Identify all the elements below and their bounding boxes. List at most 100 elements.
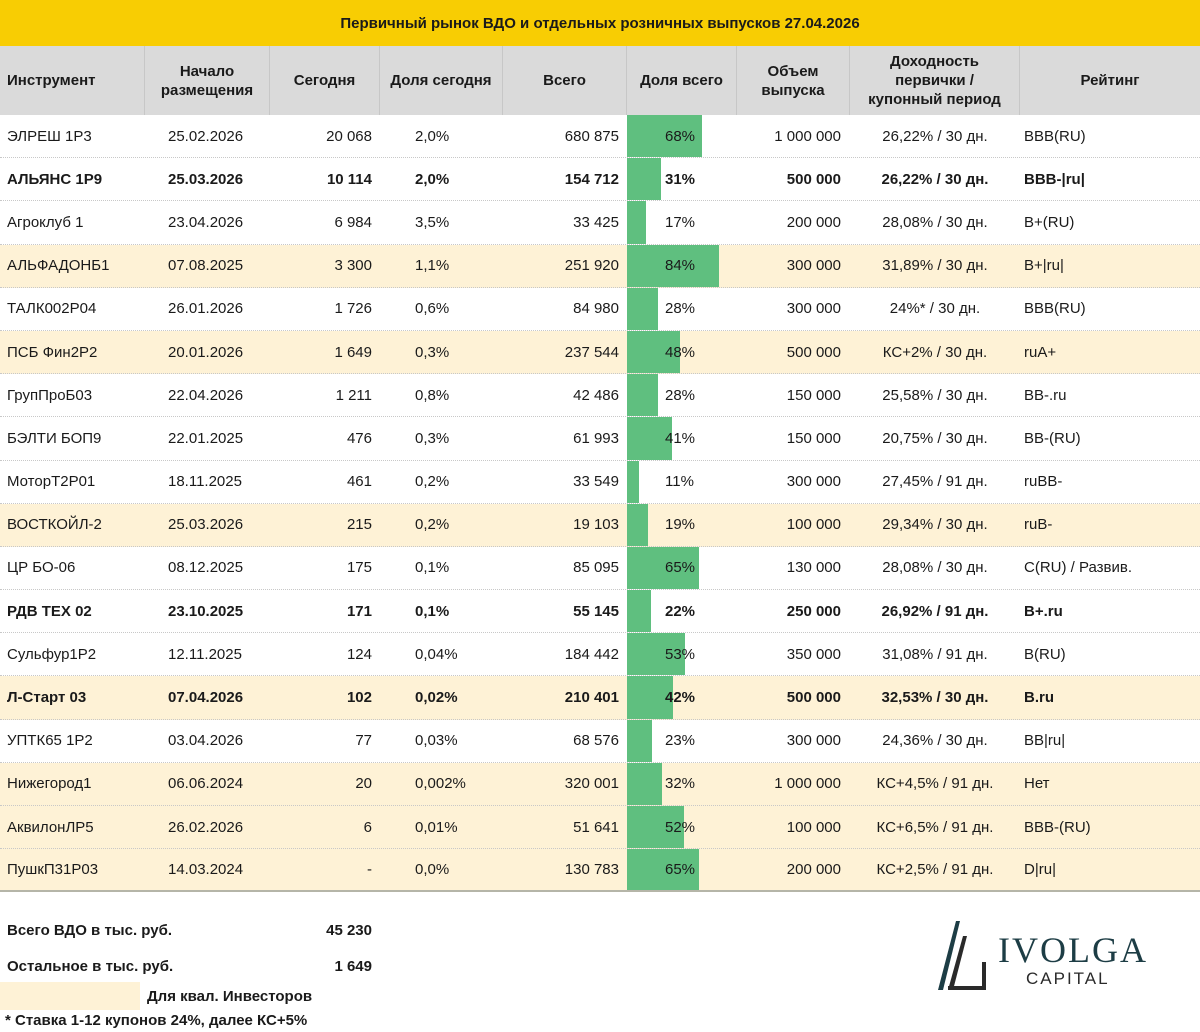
volume-cell: 1 000 000 xyxy=(774,775,841,793)
column-header-instrument: Инструмент xyxy=(0,46,145,115)
share-today-cell: 0,3% xyxy=(415,429,450,447)
rating-cell: B+.ru xyxy=(1024,602,1063,620)
share-total-label: 42% xyxy=(665,689,696,707)
rating-cell: C(RU) / Развив. xyxy=(1024,559,1133,577)
instrument-cell: УПТК65 1Р2 xyxy=(7,732,93,750)
share-today-cell: 2,0% xyxy=(415,170,450,188)
start-date-cell: 23.04.2026 xyxy=(168,213,244,231)
start-date-cell: 25.03.2026 xyxy=(168,170,244,188)
share-today-cell: 0,03% xyxy=(415,732,458,750)
share-today-cell: 0,3% xyxy=(415,343,450,361)
column-header-today: Сегодня xyxy=(270,46,380,115)
volume-cell: 300 000 xyxy=(786,473,841,491)
start-date-cell: 12.11.2025 xyxy=(168,645,242,663)
start-date-cell: 25.03.2026 xyxy=(168,516,244,534)
share-total-bar xyxy=(627,330,680,374)
rating-cell: BBB(RU) xyxy=(1024,300,1086,318)
today-cell: - xyxy=(367,861,372,879)
instrument-cell: ВОСТКОЙЛ-2 xyxy=(7,516,102,534)
start-date-cell: 20.01.2026 xyxy=(168,343,244,361)
yield-cell: 31,08% / 91 дн. xyxy=(882,645,988,663)
start-date-cell: 07.08.2025 xyxy=(168,257,244,275)
share-total-label: 84% xyxy=(665,257,696,275)
volume-cell: 100 000 xyxy=(786,516,841,534)
share-total-label: 11% xyxy=(665,473,694,491)
start-date-cell: 06.06.2024 xyxy=(168,775,244,793)
today-cell: 6 984 xyxy=(334,213,372,231)
table-row-7: ГрупПроБ03 22.04.2026 1 211 0,8% 42 486 … xyxy=(0,374,1200,418)
yield-cell: 20,75% / 30 дн. xyxy=(882,429,988,447)
table-row-2: АЛЬЯНС 1Р9 25.03.2026 10 114 2,0% 154 71… xyxy=(0,158,1200,202)
table-row-15: УПТК65 1Р2 03.04.2026 77 0,03% 68 576 23… xyxy=(0,719,1200,763)
rating-cell: ruA+ xyxy=(1024,343,1057,361)
ivolga-capital-logo: IVOLGA CAPITAL xyxy=(938,921,1146,990)
today-cell: 1 726 xyxy=(334,300,372,318)
table-row-3: Агроклуб 1 23.04.2026 6 984 3,5% 33 425 … xyxy=(0,201,1200,245)
today-cell: 215 xyxy=(346,516,372,534)
share-total-bar xyxy=(627,158,662,201)
yield-cell: 32,53% / 30 дн. xyxy=(881,689,989,707)
share-total-label: 31% xyxy=(665,170,696,188)
volume-cell: 350 000 xyxy=(786,645,841,663)
yield-cell: КС+4,5% / 91 дн. xyxy=(876,775,994,793)
start-date-cell: 07.04.2026 xyxy=(168,689,244,707)
start-date-cell: 14.03.2024 xyxy=(168,861,244,879)
today-cell: 461 xyxy=(346,473,372,491)
share-total-cell: 31% xyxy=(627,158,737,201)
volume-cell: 300 000 xyxy=(786,732,841,750)
table-body: ЭЛРЕШ 1Р3 25.02.2026 20 068 2,0% 680 875… xyxy=(0,115,1200,893)
share-total-label: 19% xyxy=(665,516,696,534)
share-today-cell: 3,5% xyxy=(415,213,450,231)
today-cell: 77 xyxy=(355,732,372,750)
share-total-bar xyxy=(627,676,674,719)
share-total-label: 65% xyxy=(665,861,696,879)
instrument-cell: Л-Старт 03 xyxy=(7,689,87,707)
share-total-label: 17% xyxy=(665,213,696,231)
table-row-16: Нижегород1 06.06.2024 20 0,002% 320 001 … xyxy=(0,762,1200,806)
total-cell: 237 544 xyxy=(564,343,619,361)
share-total-label: 48% xyxy=(665,343,696,361)
start-date-cell: 03.04.2026 xyxy=(168,732,244,750)
total-cell: 184 442 xyxy=(564,645,619,663)
start-date-cell: 22.01.2025 xyxy=(168,429,244,447)
summary-other-row: Остальное в тыс. руб. 1 649 xyxy=(0,948,600,984)
total-cell: 85 095 xyxy=(573,559,619,577)
volume-cell: 500 000 xyxy=(786,170,841,188)
volume-cell: 300 000 xyxy=(786,300,841,318)
share-total-cell: 84% xyxy=(627,244,737,287)
share-total-label: 32% xyxy=(665,775,696,793)
share-total-label: 23% xyxy=(665,732,696,750)
instrument-cell: Сульфур1Р2 xyxy=(7,645,97,663)
total-cell: 68 576 xyxy=(573,732,619,750)
yield-cell: 31,89% / 30 дн. xyxy=(882,257,988,275)
start-date-cell: 23.10.2025 xyxy=(168,602,244,620)
share-today-cell: 0,2% xyxy=(415,473,450,491)
today-cell: 1 211 xyxy=(335,386,372,404)
volume-cell: 300 000 xyxy=(786,257,841,275)
table-row-11: ЦР БО-06 08.12.2025 175 0,1% 85 095 65% … xyxy=(0,546,1200,591)
volume-cell: 200 000 xyxy=(786,213,841,231)
legend-qual-swatch xyxy=(0,982,140,1010)
total-cell: 84 980 xyxy=(573,300,619,318)
yield-cell: 28,08% / 30 дн. xyxy=(882,213,988,231)
volume-cell: 200 000 xyxy=(786,861,841,879)
share-total-bar xyxy=(627,201,646,244)
share-today-cell: 0,0% xyxy=(415,861,450,879)
report-title: Первичный рынок ВДО и отдельных розничны… xyxy=(0,0,1200,46)
table-row-17: АквилонЛР5 26.02.2026 6 0,01% 51 641 52%… xyxy=(0,806,1200,850)
share-today-cell: 0,2% xyxy=(415,516,450,534)
total-cell: 42 486 xyxy=(573,386,619,404)
total-cell: 251 920 xyxy=(564,257,619,275)
share-total-bar xyxy=(627,287,658,330)
share-total-label: 53% xyxy=(665,645,696,663)
legend-qual-label: Для квал. Инвесторов xyxy=(147,987,313,1005)
total-cell: 680 875 xyxy=(564,127,619,145)
today-cell: 1 649 xyxy=(334,343,372,361)
summary-other-value: 1 649 xyxy=(334,957,372,975)
table-row-18: ПушкП31Р03 14.03.2024 - 0,0% 130 783 65%… xyxy=(0,849,1200,893)
instrument-cell: ТАЛК002Р04 xyxy=(7,300,97,318)
yield-cell: 26,22% / 30 дн. xyxy=(881,170,989,188)
share-total-label: 52% xyxy=(665,818,696,836)
summary-total-row: Всего ВДО в тыс. руб. 45 230 xyxy=(0,912,600,948)
table-row-1: ЭЛРЕШ 1Р3 25.02.2026 20 068 2,0% 680 875… xyxy=(0,115,1200,159)
